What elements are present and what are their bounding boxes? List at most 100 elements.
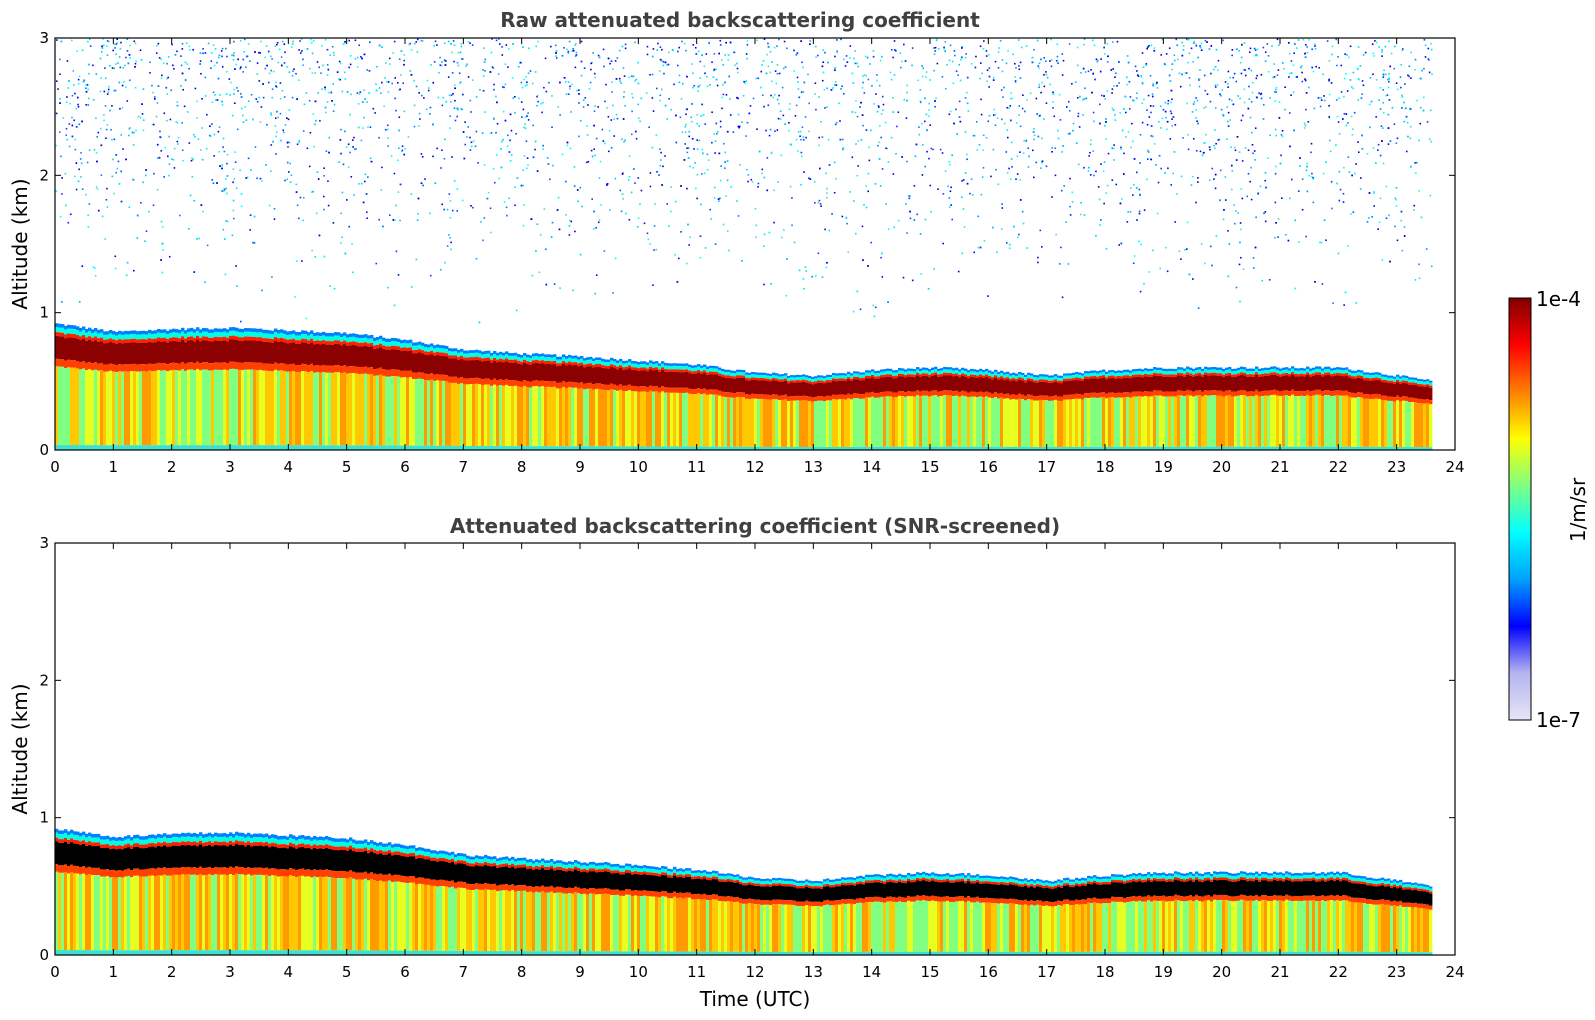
column-body — [1123, 397, 1127, 447]
noise-speck — [926, 150, 928, 153]
column-fringe-blue — [256, 328, 260, 333]
column-layer-core — [337, 344, 341, 366]
column-body — [1396, 400, 1400, 447]
column-layer-core — [184, 342, 188, 364]
column-layer-edge — [1261, 373, 1265, 377]
column-0-1006 — [1006, 371, 1010, 450]
column-layer-lower-edge — [190, 362, 194, 370]
column-fringe-blue — [997, 371, 1001, 375]
column-ground — [499, 446, 503, 450]
column-0-298 — [298, 332, 302, 450]
column-fringe-blue — [607, 359, 611, 363]
column-ground — [1252, 446, 1256, 450]
column-layer-lower-edge — [349, 366, 353, 374]
column-fringe-blue — [955, 367, 959, 371]
column-ground — [433, 445, 437, 450]
column-0-706 — [706, 366, 710, 450]
column-ground — [655, 446, 659, 450]
column-ground — [676, 446, 680, 450]
column-fringe-cyan — [538, 356, 542, 361]
column-layer-core — [274, 340, 278, 363]
noise-speck — [1005, 242, 1008, 244]
noise-speck — [1197, 177, 1199, 179]
column-layer-edge — [388, 346, 392, 350]
column-ground — [811, 447, 815, 450]
column-fringe-blue — [763, 372, 767, 376]
column-layer-edge — [544, 361, 548, 365]
column-fringe-cyan — [1165, 371, 1169, 375]
column-fringe-cyan — [427, 347, 431, 352]
noise-speck — [152, 91, 154, 94]
noise-speck — [849, 45, 852, 47]
noise-speck — [1040, 91, 1042, 94]
noise-speck — [555, 55, 557, 57]
column-fringe-cyan — [121, 334, 125, 340]
column-body — [1021, 399, 1025, 447]
noise-speck — [1322, 172, 1325, 175]
noise-speck — [779, 110, 782, 113]
column-0-1117 — [1117, 370, 1121, 450]
noise-speck — [877, 105, 880, 107]
column-fringe-blue — [634, 361, 638, 364]
column-body — [622, 391, 626, 447]
column-0-676 — [676, 363, 680, 450]
column-fringe-cyan — [907, 370, 911, 375]
column-layer-lower-edge — [430, 373, 434, 380]
column-layer-edge — [238, 337, 242, 341]
noise-speck — [1159, 267, 1162, 270]
column-fringe-cyan — [1006, 374, 1010, 378]
column-fringe-blue — [883, 369, 887, 372]
noise-speck — [881, 55, 883, 58]
column-layer-lower-edge — [730, 392, 734, 398]
column-ground — [1165, 446, 1169, 450]
column-0-214 — [214, 328, 218, 450]
column-body — [178, 370, 182, 446]
column-layer-core — [352, 345, 356, 367]
column-0-799 — [799, 375, 803, 450]
column-fringe-blue — [76, 326, 80, 331]
column-fringe-blue — [1195, 367, 1199, 371]
noise-speck — [204, 281, 206, 284]
column-fringe-blue — [979, 368, 983, 372]
column-fringe-cyan — [319, 336, 323, 341]
column-layer-edge — [154, 338, 158, 343]
column-fringe-cyan — [1321, 370, 1325, 375]
column-layer-edge — [538, 360, 542, 364]
column-fringe-blue — [1099, 370, 1103, 373]
column-0-1120 — [1120, 370, 1124, 450]
column-ground — [400, 445, 404, 450]
noise-speck — [1127, 211, 1129, 213]
column-ground — [880, 446, 884, 450]
column-0-583 — [583, 358, 587, 450]
column-layer-core — [976, 377, 980, 393]
column-layer-lower-edge — [547, 381, 551, 387]
column-fringe-cyan — [619, 361, 623, 366]
column-body — [994, 397, 998, 447]
column-ground — [775, 446, 779, 450]
column-0-361 — [361, 334, 365, 450]
noise-speck — [242, 71, 244, 73]
column-ground — [184, 445, 188, 450]
noise-speck — [206, 244, 209, 247]
noise-speck — [982, 149, 985, 151]
column-0-334 — [334, 332, 338, 450]
noise-speck — [699, 84, 701, 86]
column-ground — [211, 445, 215, 450]
column-layer-core — [196, 339, 200, 362]
column-body — [922, 395, 926, 447]
column-layer-core — [745, 380, 749, 395]
column-layer-lower-edge — [928, 391, 932, 397]
column-fringe-blue — [118, 330, 122, 335]
column-0-838 — [838, 373, 842, 450]
column-body — [1342, 395, 1346, 447]
column-layer-core — [1327, 374, 1331, 390]
column-layer-lower-edge — [1414, 397, 1418, 403]
column-0-415 — [415, 342, 419, 450]
column-fringe-blue — [1228, 366, 1232, 370]
column-fringe-blue — [1261, 368, 1265, 371]
column-layer-lower-edge — [76, 361, 80, 369]
column-ground — [316, 445, 320, 450]
column-layer-core — [232, 339, 236, 362]
noise-speck — [1249, 47, 1252, 50]
column-fringe-cyan — [886, 371, 890, 375]
